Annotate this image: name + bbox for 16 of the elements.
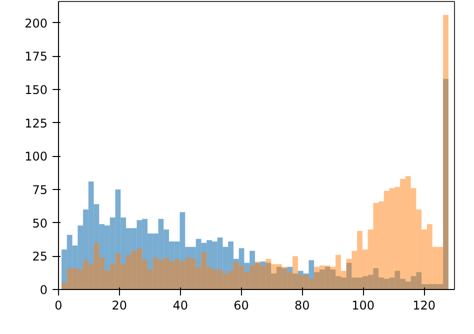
x-tick-label: 80 <box>294 298 310 312</box>
x-tick-label: 60 <box>234 298 249 312</box>
x-tick-label: 120 <box>412 298 436 312</box>
x-tick-label: 100 <box>352 298 375 312</box>
y-tick-label: 150 <box>24 83 48 97</box>
x-tick-label: 20 <box>112 298 128 312</box>
y-tick-label: 100 <box>24 150 48 164</box>
y-tick-label: 200 <box>24 16 48 30</box>
x-tick-label: 40 <box>172 298 188 312</box>
y-tick-label: 125 <box>24 116 48 130</box>
y-tick-label: 75 <box>32 183 48 197</box>
y-tick-label: 25 <box>32 250 48 264</box>
y-tick-label: 175 <box>24 50 48 64</box>
x-tick-label: 0 <box>54 298 62 312</box>
y-tick-label: 50 <box>32 216 48 230</box>
y-tick-label: 0 <box>40 283 48 297</box>
